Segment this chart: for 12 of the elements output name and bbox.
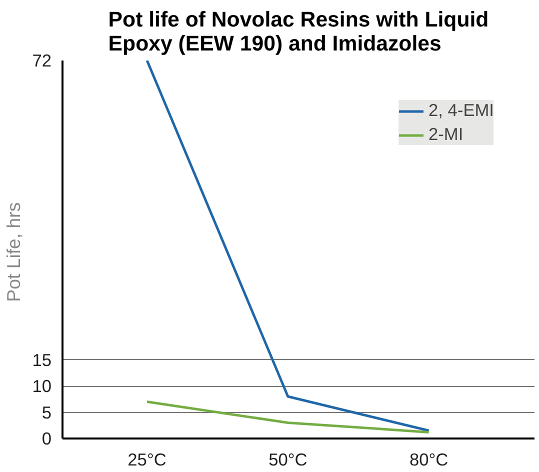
y-tick-label: 10 bbox=[32, 376, 52, 396]
legend-label: 2, 4-EMI bbox=[428, 100, 494, 121]
y-tick-label: 15 bbox=[32, 350, 52, 370]
y-axis-title: Pot Life, hrs bbox=[3, 202, 24, 302]
x-tick-label: 80°C bbox=[409, 450, 448, 470]
y-tick-label: 72 bbox=[32, 50, 52, 70]
legend-label: 2-MI bbox=[428, 124, 464, 145]
y-tick-label: 5 bbox=[42, 402, 52, 422]
chart-title: Pot life of Novolac Resins with Liquid Epoxy (EEW 190) and Imidazoles bbox=[108, 8, 489, 56]
x-tick-label: 50°C bbox=[268, 450, 308, 470]
x-tick-label: 25°C bbox=[128, 450, 166, 470]
y-tick-label: 0 bbox=[42, 428, 52, 448]
